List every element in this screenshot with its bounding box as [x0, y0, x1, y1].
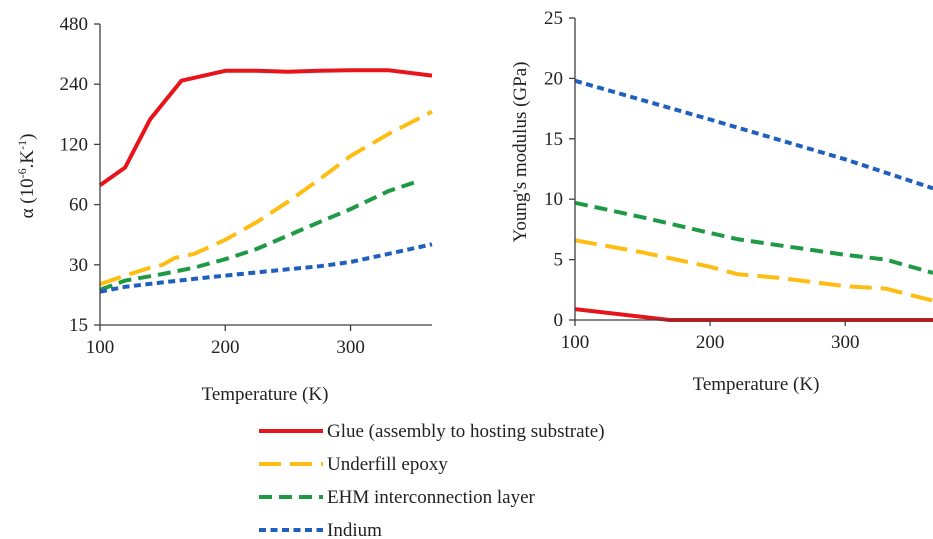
cte-y-ticks: 15 30 60 120 240 480: [60, 14, 100, 336]
modulus-series-underfill: [574, 238, 933, 303]
cte-series-underfill: [99, 109, 433, 287]
modulus-series-group: [574, 78, 933, 322]
legend-label: Indium: [327, 520, 382, 539]
cte-series-indium: [99, 242, 433, 294]
modulus-y-tick-label: 5: [554, 250, 564, 271]
cte-y-axis-label: α (10-6.K-1): [15, 134, 38, 219]
modulus-y-ticks: 0 5 10 15 20 25: [544, 8, 575, 331]
modulus-x-tick-label: 300: [831, 332, 860, 353]
legend-label: EHM interconnection layer: [327, 487, 536, 508]
cte-x-tick-label: 300: [336, 337, 365, 358]
legend-label: Glue (assembly to hosting substrate): [327, 421, 605, 442]
modulus-y-tick-label: 25: [544, 8, 563, 29]
legend: Glue (assembly to hosting substrate) Unde…: [259, 421, 605, 539]
modulus-y-tick-label: 20: [544, 68, 563, 89]
cte-x-tick-label: 200: [211, 337, 240, 358]
modulus-chart: 0 5 10 15 20 25 100 200 300 Temperature (K) You…: [510, 8, 933, 395]
modulus-series-ehm: [574, 200, 933, 275]
cte-series-group: [98, 68, 433, 294]
cte-series-ehm: [99, 178, 421, 292]
cte-y-tick-label: 15: [69, 315, 88, 336]
modulus-x-tick-label: 200: [696, 332, 725, 353]
modulus-y-axis-label: Young's modulus (GPa): [510, 62, 531, 243]
cte-x-ticks: 100 200 300: [86, 325, 365, 358]
modulus-y-tick-label: 10: [544, 189, 563, 210]
modulus-y-tick-label: 15: [544, 129, 563, 150]
modulus-x-axis-label: Temperature (K): [693, 374, 820, 395]
modulus-x-ticks: 100 200 300: [561, 320, 860, 353]
cte-y-tick-label: 60: [69, 195, 88, 216]
cte-chart: 15 30 60 120 240 480 100 200 300 Temperature (K…: [15, 14, 433, 405]
cte-y-tick-label: 240: [60, 74, 89, 95]
cte-series-glue: [98, 68, 433, 187]
cte-x-tick-label: 100: [86, 337, 115, 358]
cte-y-tick-label: 480: [60, 14, 89, 35]
cte-y-tick-label: 120: [60, 134, 89, 155]
cte-x-axis-label: Temperature (K): [202, 384, 329, 405]
modulus-x-tick-label: 100: [561, 332, 590, 353]
modulus-series-indium: [574, 78, 933, 191]
modulus-y-tick-label: 0: [554, 310, 564, 331]
legend-label: Underfill epoxy: [327, 454, 448, 475]
cte-y-tick-label: 30: [69, 255, 88, 276]
modulus-series-glue: [574, 307, 933, 322]
